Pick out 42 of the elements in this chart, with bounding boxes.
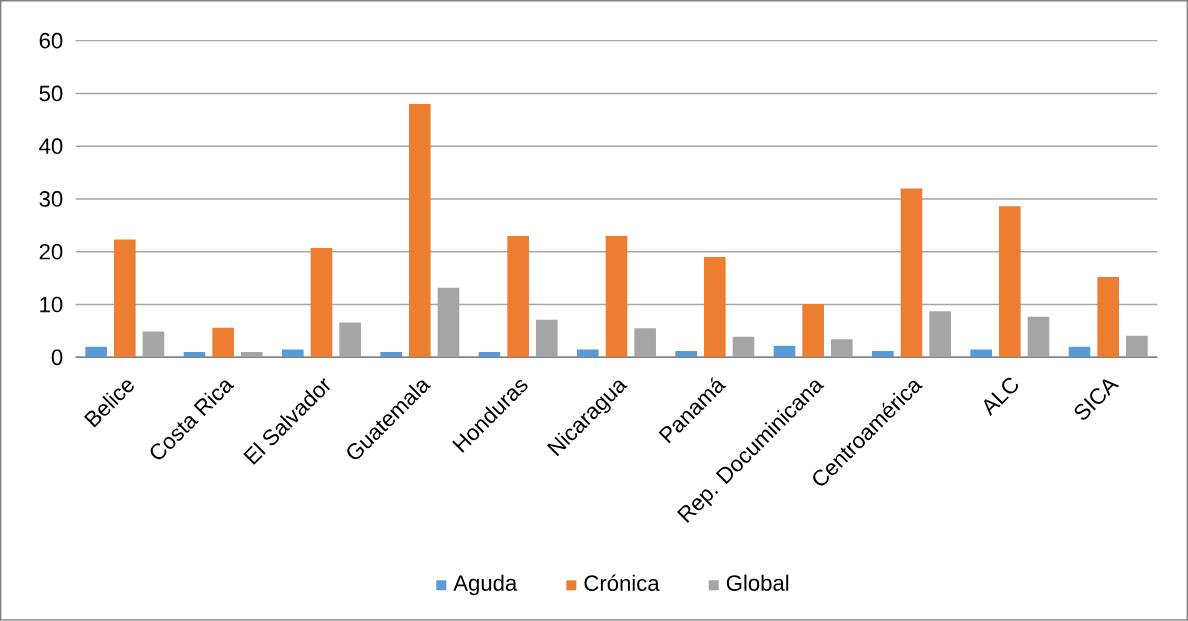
bar bbox=[577, 349, 599, 358]
bar bbox=[773, 345, 796, 358]
bar bbox=[1027, 316, 1050, 358]
bar bbox=[212, 327, 234, 358]
bar bbox=[142, 331, 165, 358]
bar bbox=[605, 236, 628, 358]
bar bbox=[999, 206, 1021, 358]
bar bbox=[85, 346, 107, 358]
bar bbox=[281, 349, 304, 358]
bar bbox=[183, 352, 206, 358]
bar bbox=[900, 188, 923, 358]
bar bbox=[1068, 346, 1091, 358]
bar bbox=[113, 239, 136, 358]
y-tick-label: 50 bbox=[39, 85, 63, 102]
bar bbox=[1097, 277, 1119, 358]
bar bbox=[872, 351, 894, 358]
y-tick-label: 0 bbox=[51, 349, 63, 366]
bar bbox=[535, 319, 558, 358]
bar bbox=[831, 339, 853, 358]
y-tick-label: 30 bbox=[39, 191, 63, 207]
bar bbox=[1126, 335, 1148, 358]
bar bbox=[675, 351, 697, 358]
y-tick-label: 10 bbox=[40, 296, 63, 313]
bar bbox=[929, 311, 951, 358]
bar bbox=[507, 236, 529, 358]
bar bbox=[478, 352, 501, 358]
bar bbox=[732, 336, 755, 358]
bar bbox=[240, 352, 263, 358]
legend-label: Aguda bbox=[453, 574, 518, 596]
bar bbox=[802, 304, 824, 358]
bar bbox=[339, 322, 361, 358]
y-tick-label: 60 bbox=[39, 32, 63, 49]
bar bbox=[310, 248, 333, 358]
bar bbox=[970, 349, 992, 358]
y-tick-label: 20 bbox=[39, 244, 63, 260]
bar bbox=[380, 352, 402, 358]
bar bbox=[634, 328, 656, 358]
legend-label: Crónica bbox=[584, 574, 660, 592]
y-tick-label: 40 bbox=[39, 138, 63, 155]
bar bbox=[704, 257, 726, 358]
legend-label: Global bbox=[726, 574, 789, 592]
bar bbox=[408, 104, 431, 358]
